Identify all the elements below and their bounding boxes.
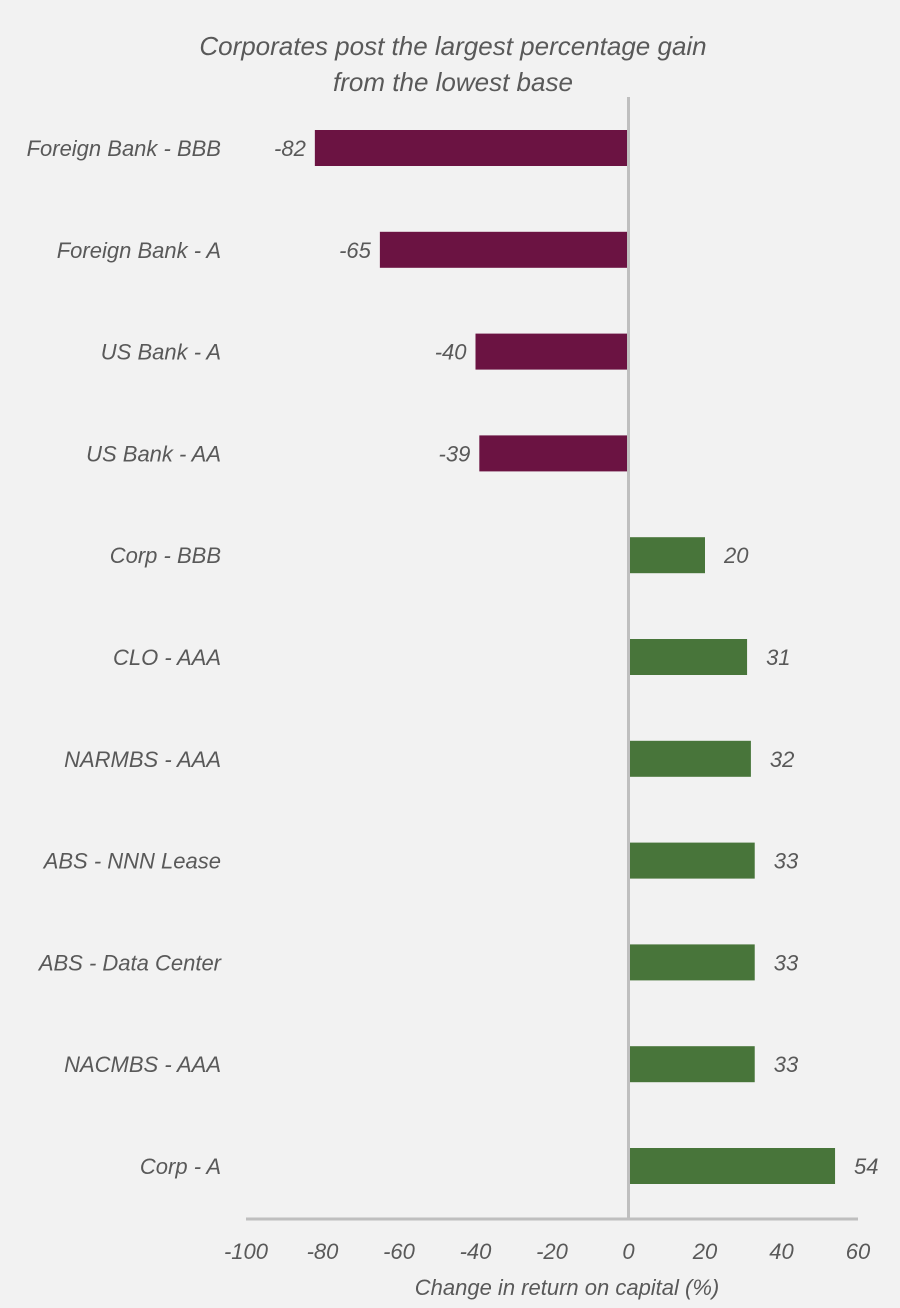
x-tick-labels: -100 -80 -60 -40 -20 0 20 40 60 xyxy=(224,1239,871,1264)
value-label-2: -65 xyxy=(339,238,372,263)
value-label-11: 54 xyxy=(854,1154,878,1179)
value-label-4: -39 xyxy=(439,441,471,466)
category-label-9: ABS - Data Center xyxy=(37,950,223,975)
value-label-1: -82 xyxy=(274,136,306,161)
chart-title: Corporates post the largest percentage g… xyxy=(199,31,706,97)
category-label-4: US Bank - AA xyxy=(86,441,221,466)
bar-5 xyxy=(628,537,705,574)
bars-group xyxy=(314,130,836,1184)
x-tick-label-3: -60 xyxy=(383,1239,416,1264)
category-label-10: NACMBS - AAA xyxy=(64,1052,221,1077)
x-axis-label: Change in return on capital (%) xyxy=(415,1275,720,1300)
x-tick-label-1: -100 xyxy=(224,1239,269,1264)
value-label-5: 20 xyxy=(723,543,749,568)
category-labels: Foreign Bank - BBB Foreign Bank - A US Ban… xyxy=(27,136,223,1179)
value-label-8: 33 xyxy=(774,849,799,874)
x-tick-label-6: 0 xyxy=(622,1239,635,1264)
bar-10 xyxy=(628,1046,755,1083)
x-tick-label-9: 60 xyxy=(846,1239,871,1264)
bar-4 xyxy=(479,435,629,472)
bar-1 xyxy=(314,130,629,166)
chart-title-line-1: Corporates post the largest percentage g… xyxy=(199,31,706,61)
x-tick-label-8: 40 xyxy=(769,1239,794,1264)
bar-11 xyxy=(628,1148,836,1184)
category-label-1: Foreign Bank - BBB xyxy=(27,136,221,161)
category-label-6: CLO - AAA xyxy=(113,645,221,670)
chart-title-line-2: from the lowest base xyxy=(333,67,573,97)
x-tick-label-4: -40 xyxy=(460,1239,493,1264)
category-label-7: NARMBS - AAA xyxy=(64,747,221,772)
bar-9 xyxy=(628,944,755,981)
category-label-5: Corp - BBB xyxy=(110,543,221,568)
category-label-3: US Bank - A xyxy=(101,340,221,365)
x-tick-label-7: 20 xyxy=(692,1239,718,1264)
value-label-9: 33 xyxy=(774,950,799,975)
value-label-6: 31 xyxy=(766,645,790,670)
bar-3 xyxy=(475,333,629,370)
bar-2 xyxy=(379,231,629,268)
value-labels: -82 -65 -40 -39 20 31 32 33 33 33 54 xyxy=(274,136,878,1179)
category-label-11: Corp - A xyxy=(140,1154,221,1179)
bar-7 xyxy=(628,740,751,777)
value-label-3: -40 xyxy=(435,340,468,365)
x-tick-label-5: -20 xyxy=(536,1239,569,1264)
bar-6 xyxy=(628,639,748,675)
value-label-10: 33 xyxy=(774,1052,799,1077)
category-label-2: Foreign Bank - A xyxy=(57,238,221,263)
value-label-7: 32 xyxy=(770,747,794,772)
bar-8 xyxy=(628,842,755,879)
x-tick-label-2: -80 xyxy=(307,1239,340,1264)
category-label-8: ABS - NNN Lease xyxy=(42,849,221,874)
